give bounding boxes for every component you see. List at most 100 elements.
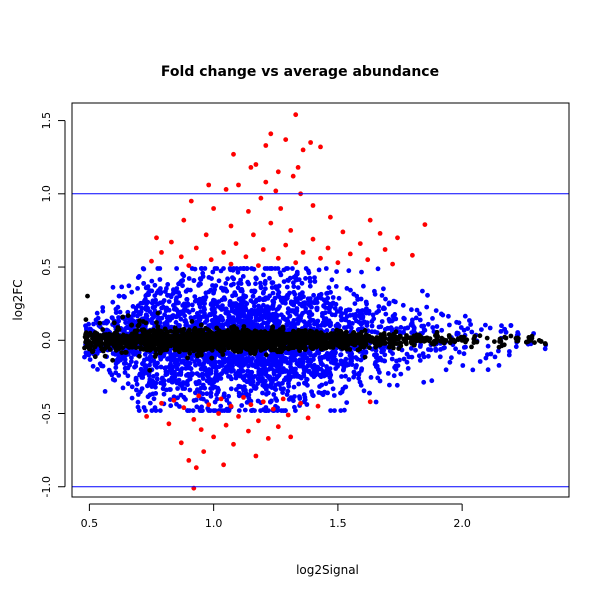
data-point-blue	[87, 357, 93, 362]
data-point-blue	[280, 380, 285, 386]
data-point-black	[233, 335, 239, 341]
data-point-blue	[206, 323, 212, 329]
data-point-blue	[246, 373, 252, 379]
data-point-black	[413, 338, 419, 344]
data-point-black	[455, 337, 461, 342]
data-point-blue	[270, 302, 276, 307]
data-point-black	[212, 332, 217, 337]
data-point-blue	[338, 306, 343, 312]
data-point-black	[235, 329, 241, 335]
data-point-black	[92, 340, 97, 345]
data-point-blue	[382, 352, 388, 358]
data-point-blue	[515, 331, 521, 337]
data-point-blue	[461, 345, 467, 350]
data-point-blue	[284, 350, 289, 355]
data-point-black	[381, 333, 387, 338]
data-point-blue	[391, 298, 397, 304]
data-point-blue	[458, 325, 464, 330]
data-point-blue	[307, 350, 313, 356]
data-point-blue	[307, 279, 313, 284]
data-point-blue	[285, 388, 291, 394]
data-point-blue	[374, 355, 379, 361]
data-point-blue	[192, 294, 198, 299]
data-point-blue	[330, 386, 336, 392]
data-point-blue	[162, 365, 168, 371]
data-point-blue	[246, 356, 252, 362]
data-point-blue	[209, 276, 214, 281]
data-point-blue	[289, 308, 295, 314]
data-point-blue	[387, 382, 392, 388]
data-point-black	[397, 333, 403, 339]
data-point-blue	[386, 300, 392, 306]
data-point-blue	[372, 329, 378, 335]
data-point-black	[272, 331, 278, 336]
data-point-blue	[416, 353, 422, 359]
data-point-blue	[184, 323, 190, 328]
data-point-blue	[236, 408, 242, 413]
data-point-blue	[264, 391, 269, 397]
data-point-blue	[194, 357, 200, 363]
data-point-blue	[301, 366, 307, 372]
data-point-blue	[413, 347, 418, 353]
data-point-blue	[421, 354, 427, 360]
data-point-blue	[270, 359, 275, 365]
data-point-blue	[193, 390, 198, 396]
data-point-blue	[181, 301, 187, 307]
data-point-blue	[375, 266, 381, 272]
points-layer	[82, 112, 549, 491]
data-point-black	[233, 340, 239, 346]
data-point-blue	[248, 388, 254, 394]
data-point-blue	[477, 359, 483, 364]
data-point-blue	[295, 285, 301, 290]
data-point-blue	[149, 320, 155, 325]
data-point-blue	[391, 373, 397, 379]
data-point-black	[177, 349, 182, 355]
data-point-blue	[158, 364, 164, 370]
data-point-blue	[253, 281, 258, 287]
data-point-blue	[499, 323, 504, 329]
data-point-black	[386, 332, 392, 337]
data-point-blue	[144, 313, 150, 319]
data-point-blue	[172, 374, 178, 379]
data-point-blue	[487, 325, 493, 331]
data-point-blue	[135, 350, 140, 355]
data-point-black	[277, 349, 282, 355]
data-point-blue	[248, 360, 254, 365]
data-point-blue	[294, 308, 300, 314]
data-point-blue	[226, 359, 232, 365]
data-point-blue	[179, 278, 184, 284]
data-point-blue	[231, 301, 237, 306]
data-point-blue	[125, 373, 131, 379]
data-point-blue	[160, 304, 166, 310]
data-point-blue	[405, 325, 411, 331]
data-point-blue	[256, 311, 262, 317]
data-point-blue	[398, 371, 404, 377]
data-point-blue	[218, 314, 224, 319]
data-point-blue	[327, 379, 333, 385]
data-point-blue	[340, 386, 346, 392]
data-point-blue	[260, 382, 266, 388]
data-point-blue	[160, 386, 166, 392]
data-point-blue	[208, 393, 214, 399]
data-point-blue	[298, 363, 304, 369]
data-point-blue	[303, 276, 308, 281]
data-point-blue	[219, 363, 225, 368]
data-point-blue	[271, 370, 277, 376]
data-point-blue	[125, 381, 131, 387]
data-point-blue	[370, 312, 376, 318]
data-point-black	[191, 348, 197, 354]
data-point-black	[133, 331, 139, 337]
data-point-blue	[287, 313, 293, 319]
data-point-blue	[376, 308, 382, 314]
data-point-blue	[110, 299, 116, 305]
data-point-blue	[290, 266, 295, 271]
data-point-blue	[100, 308, 106, 314]
data-point-blue	[194, 298, 200, 303]
data-point-blue	[364, 301, 369, 307]
data-point-blue	[210, 318, 216, 323]
data-point-blue	[274, 307, 280, 312]
data-point-blue	[417, 317, 423, 323]
data-point-blue	[168, 403, 174, 409]
data-point-blue	[227, 299, 233, 304]
data-point-black	[315, 334, 320, 340]
